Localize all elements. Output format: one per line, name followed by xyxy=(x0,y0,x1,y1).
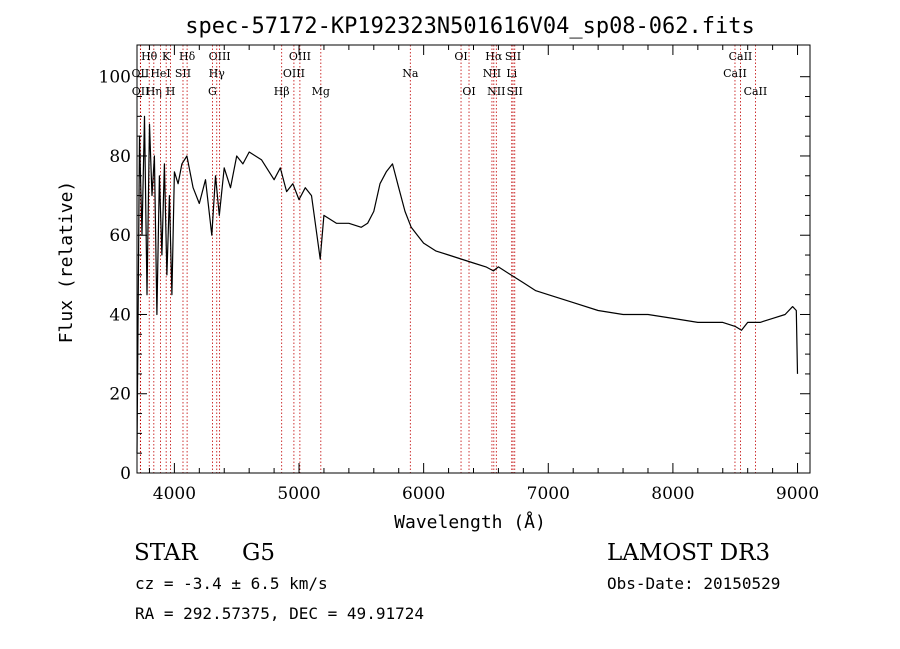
spectral-line-label: CaII xyxy=(729,50,753,63)
spectral-line-label: NII xyxy=(487,85,505,98)
obs-date: Obs-Date: 20150529 xyxy=(607,574,781,593)
spectral-line-label: HeI xyxy=(150,67,170,80)
spectral-line-label: Hβ xyxy=(274,85,290,98)
spectrum-series xyxy=(136,115,799,454)
x-tick-label: 4000 xyxy=(153,484,196,504)
object-class: STAR xyxy=(134,540,198,566)
spectral-line-label: Hη xyxy=(146,85,162,98)
survey-name: LAMOST DR3 xyxy=(607,540,771,566)
spectral-line-label: Hθ xyxy=(141,50,158,63)
y-tick-label: 40 xyxy=(109,305,131,325)
y-tick-label: 100 xyxy=(99,68,131,88)
subclass: G5 xyxy=(242,540,276,566)
y-tick-label: 20 xyxy=(109,385,131,405)
spectral-line-label: SII xyxy=(175,67,191,80)
x-tick-label: 9000 xyxy=(776,484,819,504)
spectral-line-label: CaII xyxy=(723,67,747,80)
spectral-line-label: Na xyxy=(402,67,419,80)
spectral-line-label: CaII xyxy=(744,85,768,98)
spectral-line-label: H xyxy=(166,85,176,98)
y-tick-label: 0 xyxy=(120,464,131,484)
y-tick-label: 80 xyxy=(109,147,131,167)
spectral-line-label: OII xyxy=(132,85,150,98)
x-axis-label: Wavelength (Å) xyxy=(394,511,546,533)
spectral-line-label: Mg xyxy=(312,85,330,98)
spectral-line-label: Hα xyxy=(485,50,503,63)
spectral-line-label: Hδ xyxy=(179,50,196,63)
x-tick-label: 7000 xyxy=(527,484,570,504)
spectral-line-label: OI xyxy=(454,50,467,63)
y-tick-label: 60 xyxy=(109,226,131,246)
spectral-line-label: OIII xyxy=(289,50,311,63)
axis-ticks: 4000 5000 6000 7000 8000 9000 0 20 40 60 80 100 xyxy=(99,45,819,504)
coordinates: RA = 292.57375, DEC = 49.91724 xyxy=(135,604,424,623)
spectral-line-label: Hγ xyxy=(209,67,226,80)
spectral-line-label: OI xyxy=(462,85,475,98)
spectrum-chart: spec-57172-KP192323N501616V04_sp08-062.f… xyxy=(56,14,819,533)
spectral-line-label: Li xyxy=(506,67,517,80)
redshift-velocity: cz = -3.4 ± 6.5 km/s xyxy=(135,574,328,593)
spectral-line-label: OIII xyxy=(209,50,231,63)
chart-title: spec-57172-KP192323N501616V04_sp08-062.f… xyxy=(185,14,755,39)
plot-frame xyxy=(136,44,811,474)
spectral-line-label: G xyxy=(208,85,217,98)
spectral-line-label: OIII xyxy=(283,67,305,80)
x-tick-label: 6000 xyxy=(402,484,445,504)
spectral-line-label: SII xyxy=(507,85,523,98)
spectral-line-label: SII xyxy=(505,50,521,63)
y-axis-label: Flux (relative) xyxy=(56,181,77,344)
x-tick-label: 5000 xyxy=(277,484,320,504)
x-tick-label: 8000 xyxy=(651,484,694,504)
spectral-line-label: K xyxy=(162,50,171,63)
spectral-line-label: NII xyxy=(483,67,501,80)
spectrum-line xyxy=(136,115,799,454)
